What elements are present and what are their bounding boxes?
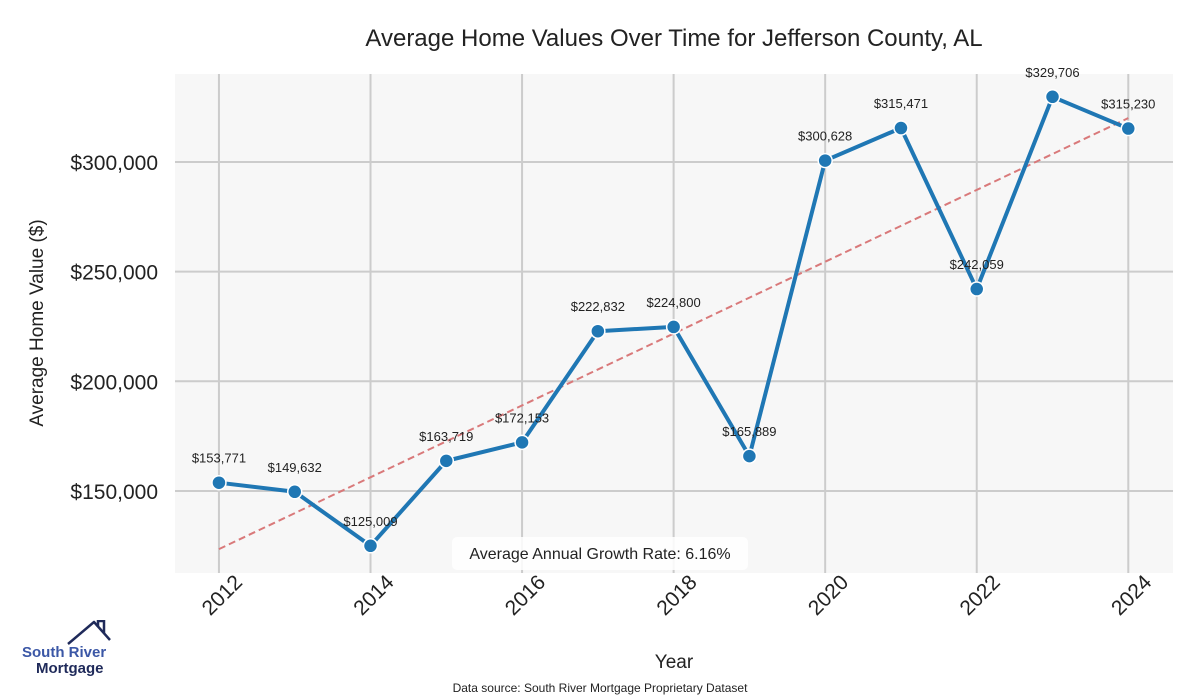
trend-line [218,117,1129,550]
y-tick-label: $250,000 [70,262,158,285]
data-point [286,484,303,500]
data-point [590,323,606,339]
x-tick-label: 2018 [652,571,701,620]
data-point [893,120,909,136]
data-point [817,152,833,169]
data-label: $153,771 [192,451,246,466]
annotation-text: Average Annual Growth Rate: 6.16% [469,546,730,563]
data-source-note: Data source: South River Mortgage Propri… [453,681,748,695]
data-label: $224,800 [647,295,701,310]
chart-title: Average Home Values Over Time for Jeffer… [365,25,982,52]
data-label: $222,832 [571,299,625,314]
growth-rate-annotation: Average Annual Growth Rate: 6.16% [452,537,748,570]
data-label: $315,230 [1101,97,1155,112]
data-label: $315,471 [874,96,928,111]
data-label: $172,153 [495,410,549,425]
x-tick-label: 2012 [198,571,247,620]
data-point [665,319,682,335]
y-axis-ticks: $150,000 $200,000 $250,000 $300,000 [70,152,158,504]
x-tick-label: 2014 [349,571,399,621]
data-label: $149,632 [268,460,322,475]
data-point [514,434,530,451]
x-tick-label: 2016 [501,571,550,620]
data-point [1120,120,1137,137]
data-label: $329,706 [1025,65,1079,80]
logo-text-line2: Mortgage [36,660,104,677]
data-point [1044,89,1061,105]
y-tick-label: $200,000 [70,371,158,394]
y-tick-label: $150,000 [70,481,158,504]
x-tick-label: 2024 [1107,571,1157,621]
data-point [968,281,985,297]
annotation-box [452,537,748,570]
data-label: $163,719 [419,429,473,444]
data-point [438,453,455,469]
x-tick-label: 2020 [804,571,853,620]
house-roof-icon [67,620,111,645]
y-tick-label: $300,000 [70,152,158,175]
x-axis-ticks: 2012 2014 2016 2018 2020 2022 2024 [198,571,1157,621]
data-label: $242,059 [950,257,1004,272]
company-logo: South River Mortgage [18,620,118,680]
x-axis-label: Year [655,652,694,673]
data-points [211,89,1137,554]
data-point [362,538,379,554]
data-point [741,448,758,464]
x-tick-label: 2022 [955,571,1004,620]
data-labels: $153,771 $149,632 $125,009 $163,719 $172,153… [192,65,1156,529]
y-axis-label: Average Home Value ($) [27,219,48,426]
logo-text-line1: South River [22,644,107,661]
data-point [211,474,227,491]
data-label: $165,889 [722,424,776,439]
data-label: $300,628 [798,129,852,144]
data-label: $125,009 [343,514,397,529]
